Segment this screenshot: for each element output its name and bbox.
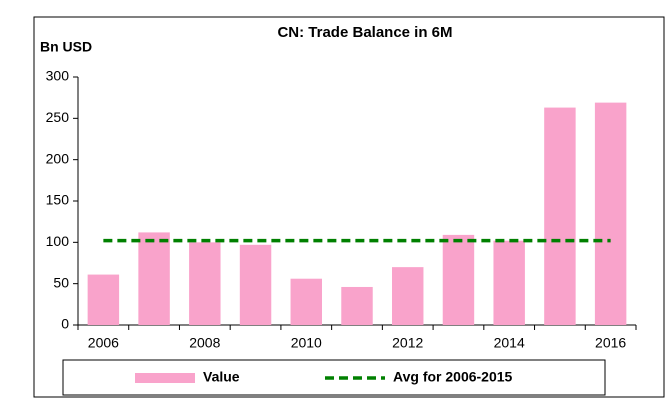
chart-title: CN: Trade Balance in 6M	[277, 24, 452, 41]
y-tick-label: 250	[46, 109, 70, 125]
x-tick-label: 2006	[88, 335, 119, 351]
bar	[290, 278, 322, 325]
bar	[138, 232, 170, 325]
x-tick-label: 2010	[291, 335, 322, 351]
x-tick-label: 2008	[189, 335, 220, 351]
bar	[189, 242, 221, 325]
bar	[442, 234, 475, 325]
bar	[239, 244, 272, 325]
y-tick-label: 100	[46, 233, 70, 249]
legend-label: Avg for 2006-2015	[393, 369, 513, 385]
y-tick-label: 0	[61, 316, 69, 332]
y-tick-label: 50	[53, 274, 69, 290]
bar	[594, 102, 627, 325]
y-axis-label: Bn USD	[40, 39, 92, 55]
y-tick-label: 300	[46, 68, 70, 84]
x-tick-label: 2012	[392, 335, 423, 351]
bar	[87, 274, 120, 325]
bar	[544, 107, 576, 325]
y-tick-label: 200	[46, 150, 70, 166]
y-tick-label: 150	[46, 192, 70, 208]
x-tick-label: 2014	[494, 335, 525, 351]
bar	[392, 267, 424, 325]
x-tick-label: 2016	[595, 335, 626, 351]
legend-swatch	[135, 373, 195, 383]
bar	[493, 240, 525, 325]
bar	[341, 286, 373, 325]
legend-label: Value	[203, 369, 240, 385]
